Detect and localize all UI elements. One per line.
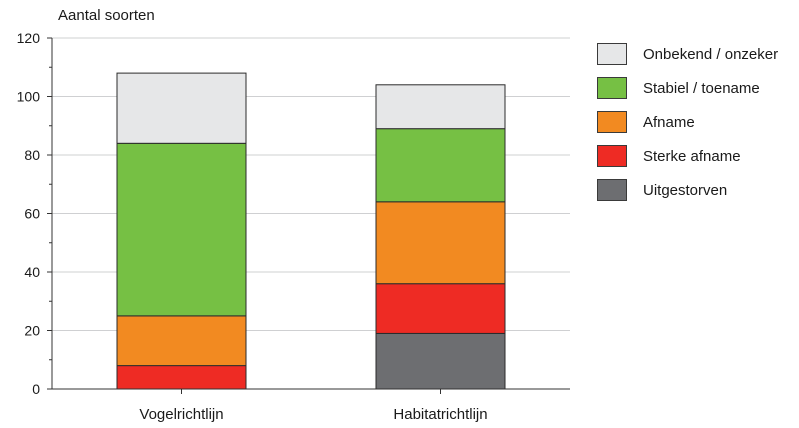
legend-swatch — [597, 77, 627, 99]
legend-label: Onbekend / onzeker — [643, 45, 779, 63]
bar-segment — [116, 72, 247, 144]
legend-label: Stabiel / toename — [643, 79, 760, 97]
axes: 0 20 40 60 80 100 120 Vogelrichtlijn Habitatrich… — [17, 30, 570, 423]
bar-segment — [375, 84, 506, 130]
y-tick-label: 40 — [24, 264, 40, 280]
y-tick-label: 100 — [17, 89, 41, 105]
bar-segment — [375, 332, 506, 390]
legend-swatch — [597, 145, 627, 167]
legend-label: Afname — [643, 113, 695, 131]
y-axis-title: Aantal soorten — [58, 7, 155, 24]
legend-swatch — [597, 111, 627, 133]
legend-label: Uitgestorven — [643, 181, 728, 199]
legend-item: Afname — [597, 105, 778, 139]
legend-item: Stabiel / toename — [597, 71, 778, 105]
y-tick-label: 0 — [32, 381, 40, 397]
x-tick-label: Vogelrichtlijn — [139, 406, 223, 423]
bar-segment — [116, 315, 247, 367]
bar-segment — [116, 365, 247, 390]
y-tick-label: 80 — [24, 147, 40, 163]
bar-segment — [375, 128, 506, 203]
legend-swatch — [597, 179, 627, 201]
legend-item: Onbekend / onzeker — [597, 37, 778, 71]
bars — [116, 72, 506, 390]
legend-item: Sterke afname — [597, 139, 778, 173]
y-tick-label: 20 — [24, 323, 40, 339]
y-tick-label: 60 — [24, 206, 40, 222]
bar-segment — [375, 201, 506, 285]
legend-swatch — [597, 43, 627, 65]
legend: Onbekend / onzeker Stabiel / toename Afnam… — [597, 37, 778, 207]
bar-segment — [375, 283, 506, 334]
legend-item: Uitgestorven — [597, 173, 778, 207]
legend-label: Sterke afname — [643, 147, 741, 165]
x-tick-label: Habitatrichtlijn — [393, 406, 487, 423]
bar-segment — [116, 142, 247, 317]
y-tick-label: 120 — [17, 30, 41, 46]
